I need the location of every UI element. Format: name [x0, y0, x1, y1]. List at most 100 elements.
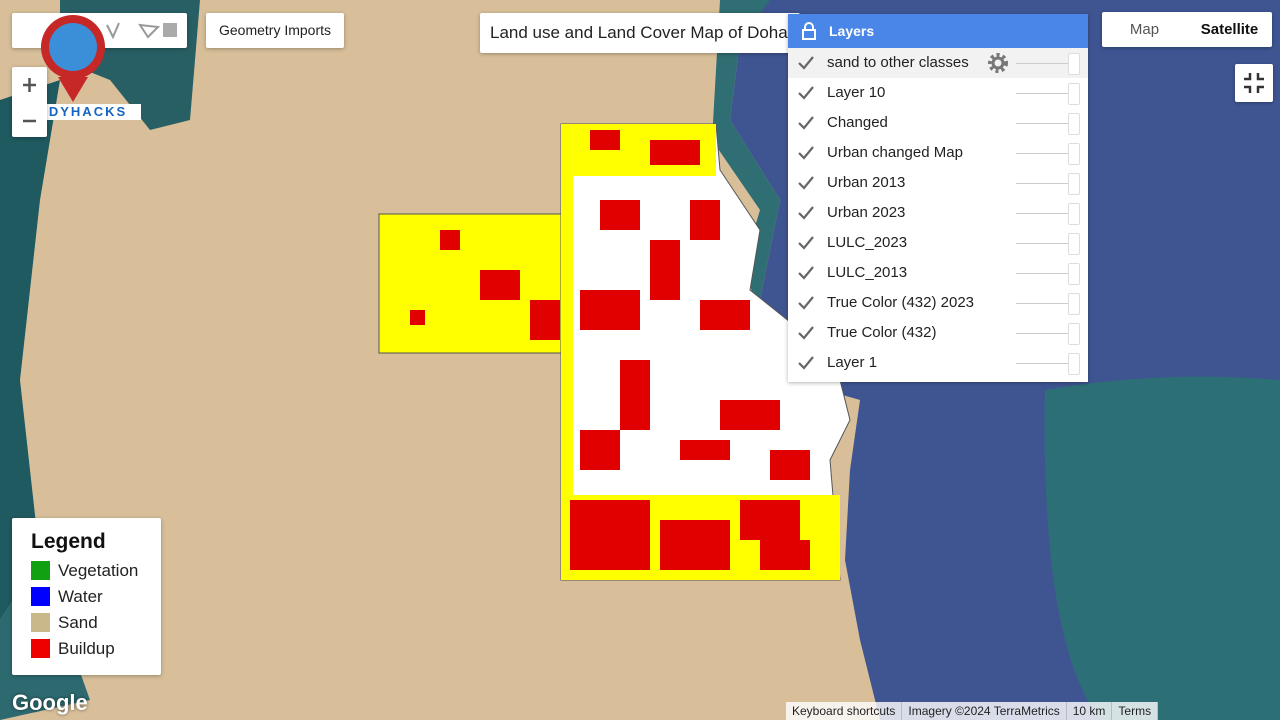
- layer-name: Layer 10: [827, 84, 886, 101]
- opacity-slider[interactable]: [1016, 333, 1068, 334]
- yellow-band-west: [561, 176, 573, 496]
- layers-header[interactable]: Layers: [788, 14, 1088, 48]
- layer-row: Urban 2023: [788, 198, 1088, 228]
- layer-checkbox[interactable]: [796, 264, 816, 282]
- slider-knob[interactable]: [1068, 113, 1080, 135]
- legend-item: Buildup: [31, 639, 115, 659]
- footer-item: Imagery ©2024 TerraMetrics: [902, 702, 1067, 720]
- layer-checkbox[interactable]: [796, 144, 816, 162]
- legend-title: Legend: [31, 530, 106, 553]
- legend-label: Water: [58, 587, 103, 606]
- layer-row: LULC_2023: [788, 228, 1088, 258]
- buildup-patches: [410, 130, 810, 570]
- legend: Legend Vegetation Water Sand Buildup: [12, 518, 161, 675]
- legend-item: Vegetation: [31, 561, 138, 581]
- layer-list: sand to other classes Layer 10 Changed Urba…: [788, 48, 1088, 378]
- layer-row: Urban changed Map: [788, 138, 1088, 168]
- legend-swatch: [31, 587, 50, 606]
- layer-checkbox[interactable]: [796, 84, 816, 102]
- fullscreen-icon: [1244, 73, 1264, 93]
- layer-checkbox[interactable]: [796, 174, 816, 192]
- slider-knob[interactable]: [1068, 143, 1080, 165]
- legend-swatch: [31, 639, 50, 658]
- slider-knob[interactable]: [1068, 353, 1080, 375]
- geometry-imports-button[interactable]: Geometry Imports: [206, 13, 344, 48]
- layer-name: Urban 2013: [827, 174, 906, 191]
- opacity-slider[interactable]: [1016, 213, 1068, 214]
- layer-row: Layer 1: [788, 348, 1088, 378]
- layer-checkbox[interactable]: [796, 54, 816, 72]
- legend-label: Sand: [58, 613, 98, 632]
- reef: [1044, 376, 1280, 720]
- slider-knob[interactable]: [1068, 83, 1080, 105]
- map-type-control: Map Satellite: [1102, 12, 1272, 47]
- layer-row: Urban 2013: [788, 168, 1088, 198]
- opacity-slider[interactable]: [1016, 123, 1068, 124]
- footer-item: 10 km: [1067, 702, 1113, 720]
- layer-checkbox[interactable]: [796, 234, 816, 252]
- logo-text: STUDYHACKS: [28, 104, 127, 119]
- layer-row: True Color (432) 2023: [788, 288, 1088, 318]
- slider-knob[interactable]: [1068, 203, 1080, 225]
- layer-checkbox[interactable]: [796, 324, 816, 342]
- google-logo: Google: [12, 690, 88, 715]
- footer-item[interactable]: Terms: [1112, 702, 1159, 720]
- opacity-slider[interactable]: [1016, 363, 1068, 364]
- map-button[interactable]: Map: [1129, 21, 1160, 38]
- slider-knob[interactable]: [1068, 323, 1080, 345]
- layer-checkbox[interactable]: [796, 114, 816, 132]
- opacity-slider[interactable]: [1016, 63, 1068, 64]
- layer-name: LULC_2013: [827, 264, 908, 281]
- fullscreen-button[interactable]: [1235, 64, 1273, 102]
- layer-row: LULC_2013: [788, 258, 1088, 288]
- slider-knob[interactable]: [1068, 233, 1080, 255]
- layer-name: sand to other classes: [827, 54, 969, 71]
- slider-knob[interactable]: [1068, 293, 1080, 315]
- layer-checkbox[interactable]: [796, 204, 816, 222]
- slider-knob[interactable]: [1068, 263, 1080, 285]
- opacity-slider[interactable]: [1016, 153, 1068, 154]
- layers-title: Layers: [829, 23, 875, 39]
- logo: STUDYHACKS: [28, 15, 141, 120]
- layer-name: Urban 2023: [827, 204, 906, 221]
- zoom-icons: [23, 78, 36, 123]
- layer-name: True Color (432) 2023: [827, 294, 975, 311]
- layer-name: True Color (432): [827, 324, 937, 341]
- layers-panel: Layers sand to other classes Layer 10 Chan…: [788, 14, 1088, 382]
- zoom-control[interactable]: [12, 67, 47, 137]
- opacity-slider[interactable]: [1016, 93, 1068, 94]
- layer-row: sand to other classes: [788, 48, 1088, 78]
- legend-item: Water: [31, 587, 103, 607]
- legend-label: Vegetation: [58, 561, 139, 580]
- opacity-slider[interactable]: [1016, 243, 1068, 244]
- legend-label: Buildup: [58, 639, 115, 658]
- opacity-slider[interactable]: [1016, 183, 1068, 184]
- layer-name: Layer 1: [827, 354, 878, 371]
- layer-row: Layer 10: [788, 78, 1088, 108]
- toolbar-icons: [106, 22, 177, 40]
- legend-item: Sand: [31, 613, 98, 633]
- legend-swatch: [31, 561, 50, 580]
- west-coast: [0, 80, 60, 620]
- map-footer: Keyboard shortcuts Imagery ©2024 TerraMet…: [786, 702, 1159, 720]
- satellite-button[interactable]: Satellite: [1200, 21, 1259, 38]
- footer-item[interactable]: Keyboard shortcuts: [786, 702, 903, 720]
- opacity-slider[interactable]: [1016, 273, 1068, 274]
- slider-knob[interactable]: [1068, 173, 1080, 195]
- layer-name: Changed: [827, 114, 888, 131]
- settings-icon[interactable]: [986, 51, 1010, 75]
- layer-checkbox[interactable]: [796, 294, 816, 312]
- layer-name: Urban changed Map: [827, 144, 963, 161]
- layer-row: True Color (432): [788, 318, 1088, 348]
- opacity-slider[interactable]: [1016, 303, 1068, 304]
- coast: [712, 0, 790, 380]
- map-title: Land use and Land Cover Map of Doha: [480, 13, 800, 53]
- layer-checkbox[interactable]: [796, 354, 816, 372]
- layer-row: Changed: [788, 108, 1088, 138]
- slider-knob[interactable]: [1068, 53, 1080, 75]
- legend-swatch: [31, 613, 50, 632]
- layer-name: LULC_2023: [827, 234, 908, 251]
- lock-icon: [802, 22, 816, 40]
